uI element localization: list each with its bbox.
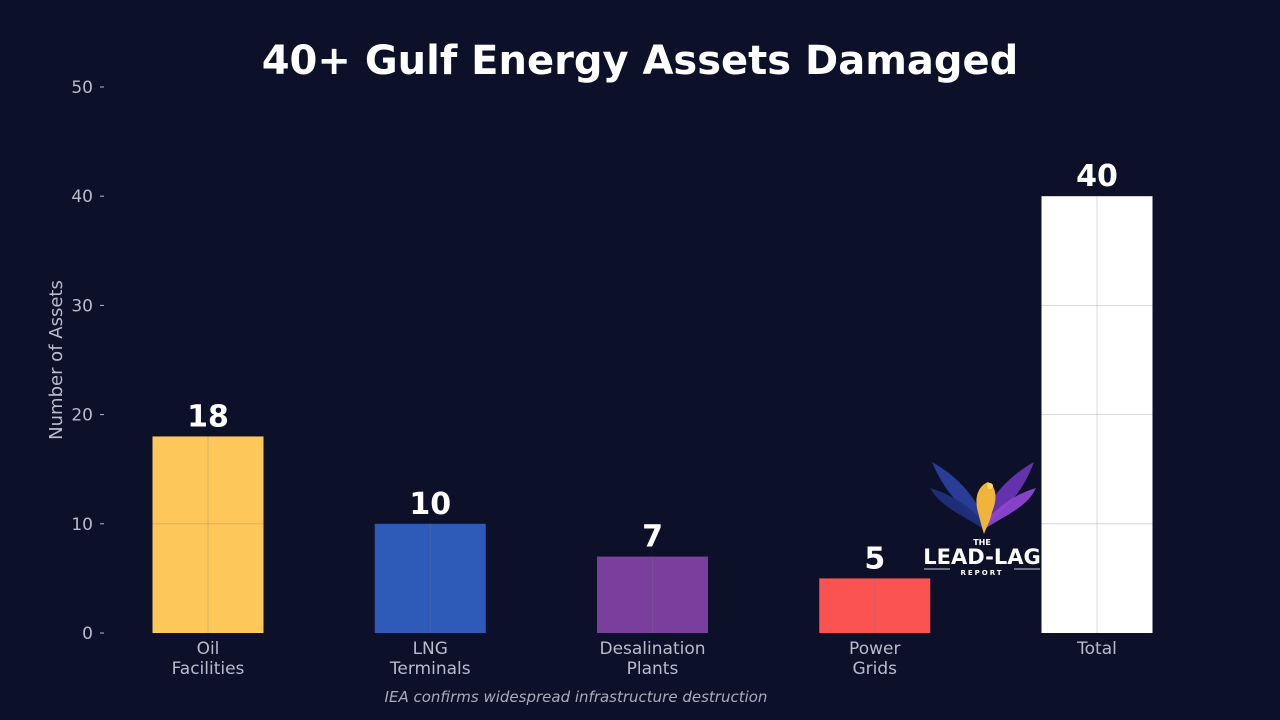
- x-tick-label: Grids: [852, 659, 897, 679]
- y-tick-label: 50: [71, 78, 93, 98]
- chart-title: 40+ Gulf Energy Assets Damaged: [262, 38, 1019, 84]
- y-tick-label: 10: [71, 515, 93, 535]
- bar-value-label: 10: [409, 487, 451, 522]
- bar-value-label: 7: [642, 520, 663, 555]
- logo-line-2: LEAD-LAG: [923, 545, 1040, 569]
- y-axis-label: Number of Assets: [46, 280, 67, 440]
- y-tick-label: 40: [71, 187, 93, 207]
- y-tick-label: 30: [71, 296, 93, 316]
- bar: [152, 436, 264, 633]
- x-tick-label: Facilities: [172, 659, 245, 679]
- logo-line-3: REPORT: [960, 569, 1003, 577]
- gridlines: [152, 196, 1153, 633]
- source-annotation: IEA confirms widespread infrastructure d…: [385, 688, 768, 706]
- x-tick-label: Total: [1076, 639, 1117, 659]
- bar: [1041, 196, 1153, 633]
- x-tick-label: Terminals: [389, 659, 471, 679]
- bar: [597, 556, 708, 633]
- y-tick-label: 0: [82, 624, 93, 644]
- bars-group: [152, 196, 1153, 633]
- phoenix-emblem-icon: [930, 462, 1036, 534]
- bar: [819, 578, 931, 633]
- bar-value-label: 5: [864, 541, 885, 576]
- value-labels: 18 10 7 5 40: [187, 159, 1118, 576]
- bar-value-label: 18: [187, 399, 229, 434]
- x-tick-label: Desalination: [599, 639, 705, 659]
- x-tick-label: LNG: [413, 639, 448, 659]
- x-tick-label: Power: [849, 639, 900, 659]
- bar-value-label: 40: [1076, 159, 1118, 194]
- y-tick-label: 20: [71, 406, 93, 426]
- y-axis: 0 10 20 30 40 50: [71, 78, 104, 644]
- lead-lag-report-logo: THE LEAD-LAG REPORT: [923, 462, 1041, 577]
- x-tick-label: Plants: [627, 659, 679, 679]
- bar: [374, 523, 486, 633]
- logo-line-1: THE: [973, 538, 991, 547]
- x-tick-label: Oil: [197, 639, 220, 659]
